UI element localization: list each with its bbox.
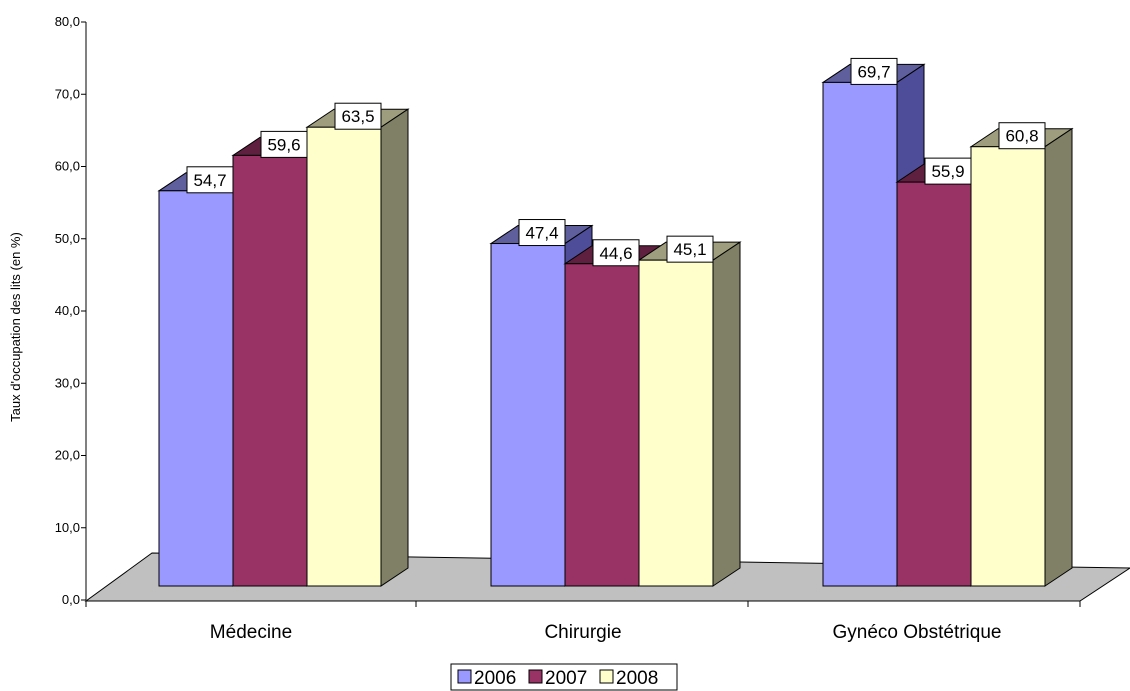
y-tick-label: 40,0: [55, 303, 80, 318]
data-label-text: 44,6: [599, 244, 632, 263]
bar-side-face: [712, 241, 741, 587]
bar: [158, 190, 234, 587]
data-label-box: [518, 219, 566, 247]
bar: [490, 243, 566, 587]
data-label-box: [260, 130, 308, 158]
data-label: 44,6: [592, 239, 640, 267]
data-label-box: [334, 102, 382, 130]
data-label: 59,6: [260, 130, 308, 158]
y-tick-label: 30,0: [55, 375, 80, 390]
bar-side-face: [380, 108, 409, 587]
legend-swatch: [528, 669, 543, 684]
bar: [970, 146, 1046, 587]
data-label-text: 69,7: [857, 62, 890, 81]
y-tick-label: 20,0: [55, 448, 80, 463]
legend-box: [450, 663, 678, 691]
data-label-box: [666, 235, 714, 263]
legend-label: 2006: [474, 668, 516, 689]
bar: [306, 126, 382, 587]
data-label-box: [186, 166, 234, 194]
legend-swatch: [457, 669, 472, 684]
bar-2008-0: [305, 108, 410, 587]
data-label-box: [850, 57, 898, 85]
bar: [822, 81, 898, 587]
data-label-text: 60,8: [1005, 127, 1038, 146]
data-label: 55,9: [924, 157, 972, 185]
legend-label: 2007: [545, 668, 587, 689]
data-label-text: 55,9: [931, 162, 964, 181]
legend-label: 2008: [616, 668, 658, 689]
data-label-text: 45,1: [673, 240, 706, 259]
bar: [896, 181, 972, 587]
y-axis-label: Taux d'occupation des lits (en %): [8, 232, 23, 422]
data-label-text: 47,4: [525, 224, 558, 243]
y-tick-label: 80,0: [55, 14, 80, 29]
y-tick-label: 10,0: [55, 520, 80, 535]
bar-2008-2: [969, 127, 1074, 587]
data-label-box: [924, 157, 972, 185]
y-tick-label: 60,0: [55, 159, 80, 174]
bar-side-face: [1044, 127, 1073, 587]
category-label: Chirurgie: [544, 622, 621, 643]
data-label: 60,8: [998, 122, 1046, 150]
bar-2008-1: [637, 241, 742, 587]
bar: [232, 154, 308, 587]
data-label-text: 63,5: [341, 107, 374, 126]
y-tick-label: 0,0: [62, 592, 80, 607]
bar: [564, 263, 640, 587]
data-label: 47,4: [518, 219, 566, 247]
legend-swatch: [599, 669, 614, 684]
data-label-box: [998, 122, 1046, 150]
data-label-text: 54,7: [193, 171, 226, 190]
category-label: Gynéco Obstétrique: [833, 622, 1002, 643]
category-label: Médecine: [210, 622, 292, 643]
y-tick-label: 70,0: [55, 86, 80, 101]
data-label: 69,7: [850, 57, 898, 85]
legend: 2006 2007 2008: [450, 663, 678, 691]
data-label-text: 59,6: [267, 135, 300, 154]
data-label: 63,5: [334, 102, 382, 130]
data-label: 54,7: [186, 166, 234, 194]
data-label: 45,1: [666, 235, 714, 263]
bar: [638, 259, 714, 587]
y-tick-label: 50,0: [55, 231, 80, 246]
data-label-box: [592, 239, 640, 267]
